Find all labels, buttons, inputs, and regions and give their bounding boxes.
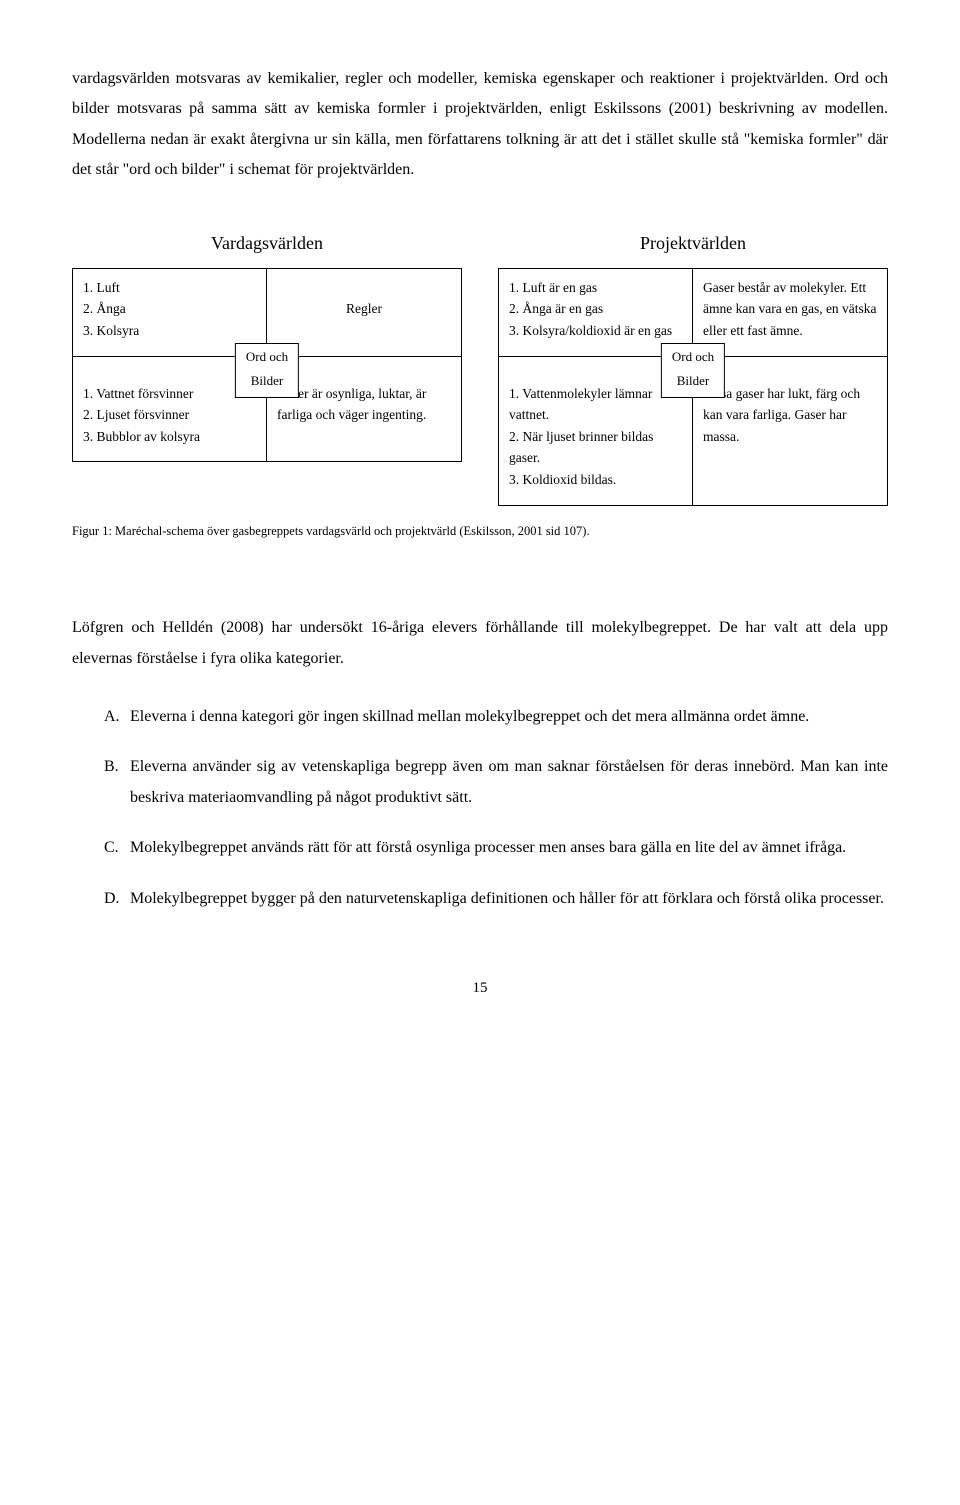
right-world-title: Projektvärlden	[498, 226, 888, 260]
page-number: 15	[72, 974, 888, 1003]
list-item: 1. Luft är en gas	[509, 277, 682, 299]
figure-caption: Figur 1: Maréchal-schema över gasbegrepp…	[72, 520, 888, 544]
list-item: B.Eleverna använder sig av vetenskapliga…	[104, 752, 888, 813]
ord-och-bilder-label: Ord ochBilder	[235, 343, 299, 398]
ord-och-bilder-label: Ord ochBilder	[661, 343, 725, 398]
list-item: 1. Vattnet försvinner	[83, 383, 256, 405]
paragraph-2: Löfgren och Helldén (2008) har undersökt…	[72, 613, 888, 674]
list-item: 2. Ljuset försvinner	[83, 404, 256, 426]
list-item: 2. Ånga är en gas	[509, 298, 682, 320]
diagram-container: Vardagsvärlden Projektvärlden 1. Luft 2.…	[72, 226, 888, 506]
list-item: 2. När ljuset brinner bildas gaser.	[509, 426, 682, 469]
list-item: 3. Kolsyra/koldioxid är en gas	[509, 320, 682, 342]
list-item: C.Molekylbegreppet används rätt för att …	[104, 833, 888, 863]
list-item: D.Molekylbegreppet bygger på den naturve…	[104, 884, 888, 914]
list-item: A.Eleverna i denna kategori gör ingen sk…	[104, 702, 888, 732]
list-item: 3. Bubblor av kolsyra	[83, 426, 256, 448]
list-item: 1. Luft	[83, 277, 256, 299]
list-item: 3. Koldioxid bildas.	[509, 469, 682, 491]
list-item: 2. Ånga	[83, 298, 256, 320]
intro-paragraph: vardagsvärlden motsvaras av kemikalier, …	[72, 64, 888, 186]
list-item: 1. Vattenmolekyler lämnar vattnet.	[509, 383, 682, 426]
category-list: A.Eleverna i denna kategori gör ingen sk…	[72, 702, 888, 914]
left-world-title: Vardagsvärlden	[72, 226, 462, 260]
projektvarlden-box: 1. Luft är en gas 2. Ånga är en gas 3. K…	[498, 268, 888, 506]
regler-label: Regler	[346, 298, 382, 320]
list-item: 3. Kolsyra	[83, 320, 256, 342]
vardagsvarlden-box: 1. Luft 2. Ånga 3. Kolsyra Regler Ord oc…	[72, 268, 462, 463]
